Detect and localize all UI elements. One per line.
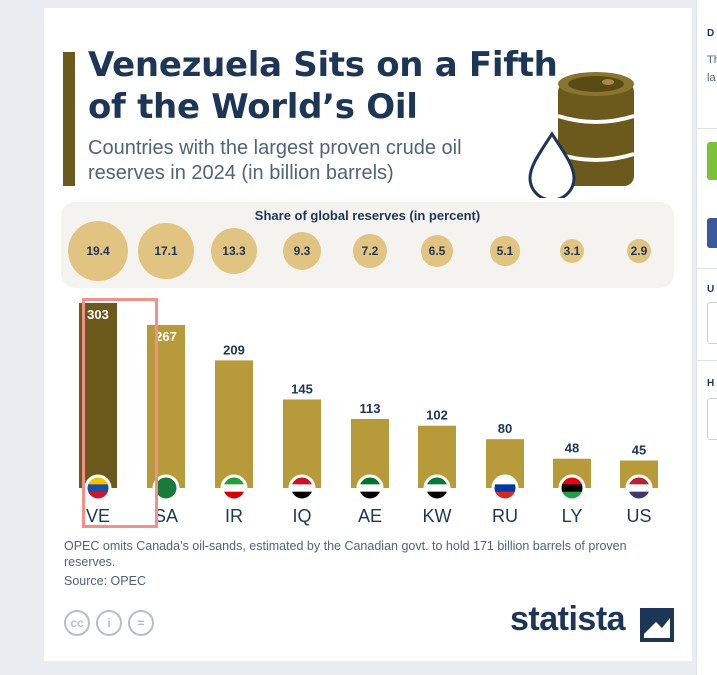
flag-ru-icon (491, 474, 519, 502)
bar-value-label: 45 (632, 443, 646, 458)
category-label: AE (358, 506, 382, 526)
chart-title: Venezuela Sits on a Fifth of the World’s… (88, 45, 558, 127)
side-text-1: Th (707, 54, 717, 66)
share-bubble: 13.3 (210, 227, 258, 275)
flag-us-icon (625, 474, 653, 502)
category-label: LY (562, 506, 583, 526)
share-title: Share of global reserves (in percent) (254, 208, 481, 223)
side-field-2[interactable] (707, 398, 717, 440)
category-label: IQ (292, 506, 311, 526)
bar-value-label: 113 (360, 401, 381, 416)
bar-value-label: 303 (87, 307, 109, 322)
chart-subtitle: Countries with the largest proven crude … (88, 137, 462, 184)
category-label: VE (86, 506, 110, 526)
bar-value-label: 48 (565, 441, 579, 456)
category-label: SA (154, 506, 178, 526)
flag-iq-icon (288, 474, 316, 502)
share-bubble: 6.5 (420, 234, 454, 268)
bar-ve (79, 303, 117, 488)
oil-barrel-icon (528, 72, 635, 198)
flag-ve-icon (84, 474, 112, 502)
share-bubble: 19.4 (68, 221, 128, 281)
bar-value-label: 145 (291, 381, 313, 396)
side-green-button[interactable] (707, 142, 717, 180)
side-divider (697, 268, 717, 269)
bar-value-label: 102 (426, 408, 448, 423)
share-bubble: 2.9 (626, 238, 652, 264)
bar-value-label: 209 (223, 342, 245, 357)
side-label-2: U (707, 284, 715, 295)
highlight-box (82, 298, 158, 528)
share-bubble: 3.1 (559, 238, 585, 264)
flag-kw-icon (423, 474, 451, 502)
side-panel: D Th la U H (696, 0, 717, 675)
bar-iq (283, 399, 321, 488)
side-blue-button[interactable] (707, 218, 717, 248)
flag-sa-icon (152, 474, 180, 502)
share-bubble: 7.2 (353, 234, 387, 268)
flag-ae-icon (356, 474, 384, 502)
bar-value-label: 80 (498, 421, 512, 436)
category-label: RU (492, 506, 518, 526)
side-field-1[interactable] (707, 302, 717, 344)
infographic-card: Venezuela Sits on a Fifth of the World’s… (44, 8, 692, 661)
title-accent-bar (63, 52, 75, 186)
flag-ir-icon (220, 474, 248, 502)
side-divider (697, 360, 717, 361)
share-bubble: 5.1 (490, 236, 520, 266)
bar-value-label: 267 (155, 329, 177, 344)
side-label-3: H (707, 378, 715, 389)
share-bubble: 17.1 (138, 223, 194, 279)
share-bubble: 9.3 (282, 231, 322, 271)
category-label: KW (423, 506, 452, 526)
category-label: IR (225, 506, 243, 526)
side-label-1: D (707, 28, 715, 39)
side-text-2: la (707, 72, 716, 84)
category-label: US (626, 506, 651, 526)
bar-sa (147, 324, 185, 488)
bar-ir (215, 360, 253, 488)
side-divider (697, 128, 717, 129)
flag-ly-icon (558, 474, 586, 502)
